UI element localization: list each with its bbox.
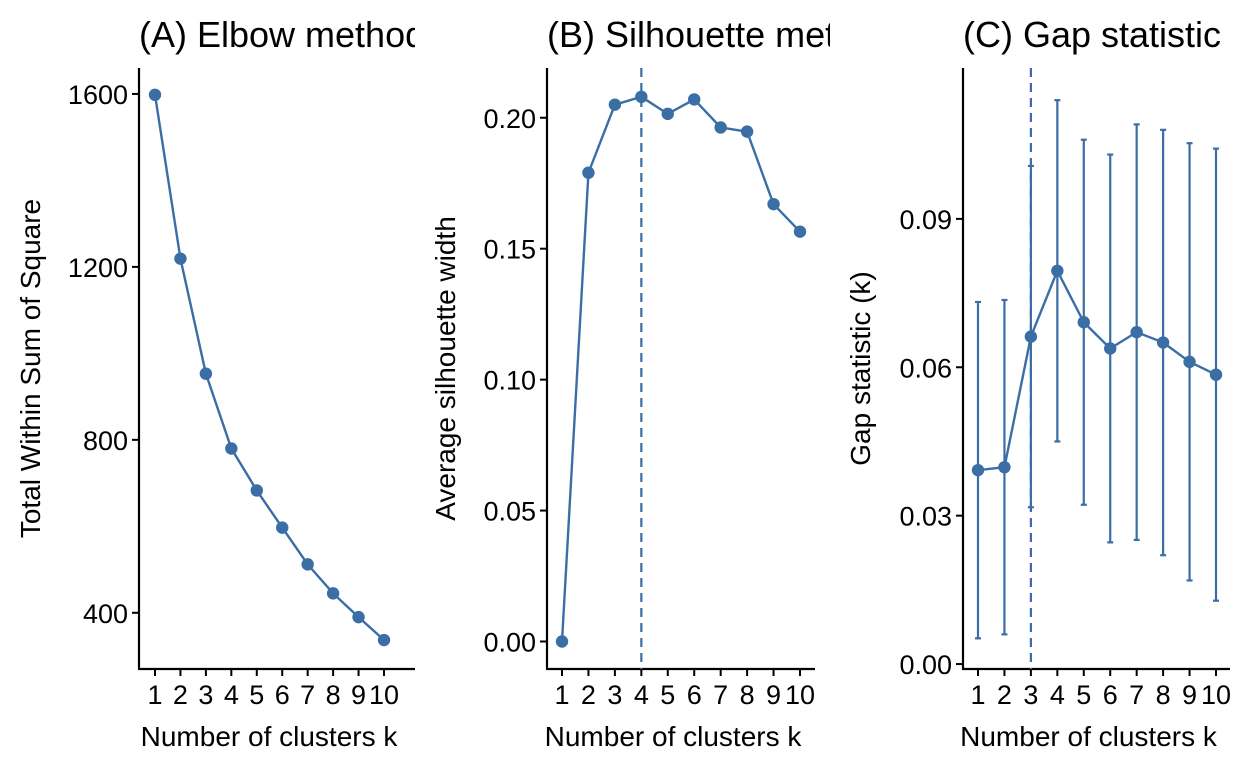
- data-point: [714, 121, 727, 134]
- series-line: [560, 95, 801, 642]
- data-point: [199, 367, 213, 380]
- x-tick-label: 1: [554, 680, 569, 710]
- y-tick-label: 0.05: [483, 497, 536, 527]
- y-axis-label: Total Within Sum of Square: [15, 199, 46, 538]
- x-tick-label: 6: [275, 680, 290, 710]
- data-point: [767, 197, 780, 211]
- x-tick-label: 7: [300, 680, 315, 710]
- data-point: [352, 610, 365, 624]
- data-point: [225, 442, 238, 455]
- y-tick-label: 0.20: [483, 104, 536, 134]
- y-tick-label: 1200: [68, 253, 128, 283]
- data-point: [998, 460, 1011, 474]
- data-point: [608, 98, 622, 111]
- panel-b: (B) Silhouette method 0.00 0.05 0.10 0.15 0.2…: [430, 14, 895, 752]
- data-point: [793, 225, 807, 238]
- panel-c: (C) Gap statistic 0.00 0.03 0.06 0.09 1 2 3 4 5 6 7…: [845, 14, 1231, 752]
- x-axis-label: Number of clusters k: [141, 721, 399, 752]
- x-tick-label: 6: [1103, 680, 1118, 710]
- x-tick-label: 9: [1182, 680, 1197, 710]
- data-point: [971, 463, 985, 477]
- data-point: [1130, 325, 1143, 339]
- data-point: [250, 484, 263, 497]
- panel-title: (A) Elbow method: [139, 14, 425, 55]
- y-tick-label: 0.00: [483, 628, 536, 658]
- x-tick-label: 3: [1023, 680, 1038, 710]
- x-tick-label: 3: [607, 680, 622, 710]
- data-point: [1024, 330, 1038, 343]
- x-tick-label: 4: [634, 680, 649, 710]
- x-tick-label: 2: [997, 680, 1012, 710]
- x-tick-label: 1: [970, 680, 985, 710]
- panel-title: (B) Silhouette method: [547, 14, 895, 55]
- x-tick-label: 10: [1201, 680, 1231, 710]
- x-tick-label: 2: [173, 680, 188, 710]
- data-point: [1051, 264, 1064, 278]
- x-tick-label: 5: [1076, 680, 1091, 710]
- data-point: [1156, 336, 1170, 349]
- y-axis-label: Gap statistic (k): [845, 271, 876, 465]
- data-point: [148, 88, 162, 102]
- x-tick-label: 8: [740, 680, 755, 710]
- data-point: [276, 521, 289, 534]
- x-tick-label: 4: [224, 680, 239, 710]
- x-tick-label: 10: [785, 680, 815, 710]
- x-tick-label: 9: [766, 680, 781, 710]
- data-point: [635, 90, 648, 104]
- y-tick-label: 1600: [68, 80, 128, 110]
- x-tick-label: 2: [581, 680, 596, 710]
- data-point: [688, 93, 701, 106]
- y-tick-label: 0.06: [899, 353, 952, 383]
- y-tick-label: 800: [83, 426, 128, 456]
- y-tick-label: 0.15: [483, 235, 536, 265]
- data-point: [1077, 316, 1090, 329]
- x-tick-label: 8: [1156, 680, 1171, 710]
- x-tick-label: 1: [147, 680, 162, 710]
- x-tick-label: 10: [369, 680, 399, 710]
- data-point: [326, 587, 340, 600]
- data-point: [1209, 368, 1223, 381]
- series-line: [153, 94, 385, 641]
- x-tick-label: 9: [351, 680, 366, 710]
- data-point: [740, 125, 754, 138]
- y-tick-label: 400: [83, 599, 128, 629]
- y-tick-label: 0.00: [899, 650, 952, 680]
- x-tick-label: 8: [326, 680, 341, 710]
- panel-title: (C) Gap statistic: [963, 14, 1221, 55]
- data-point: [1183, 355, 1196, 369]
- x-tick-label: 5: [660, 680, 675, 710]
- data-point: [174, 252, 187, 265]
- data-point: [582, 166, 595, 179]
- x-axis-label: Number of clusters k: [545, 721, 803, 752]
- x-tick-label: 5: [249, 680, 264, 710]
- data-point: [555, 635, 569, 648]
- y-axis-label: Average silhouette width: [430, 216, 461, 521]
- x-tick-label: 6: [687, 680, 702, 710]
- panel-a: (A) Elbow method 400 800 1200 1600 1 2 3 4 5 6 7 8 9 1…: [15, 14, 425, 752]
- y-tick-label: 0.10: [483, 366, 536, 396]
- x-tick-label: 7: [713, 680, 728, 710]
- x-axis-label: Number of clusters k: [960, 721, 1218, 752]
- x-tick-label: 7: [1129, 680, 1144, 710]
- data-point: [661, 107, 674, 121]
- y-tick-label: 0.09: [899, 205, 952, 235]
- x-tick-label: 3: [198, 680, 213, 710]
- series-line: [977, 269, 1217, 472]
- data-point: [1104, 342, 1117, 355]
- data-point: [377, 633, 391, 647]
- x-tick-label: 4: [1050, 680, 1065, 710]
- y-tick-label: 0.03: [899, 502, 952, 532]
- data-point: [301, 558, 314, 571]
